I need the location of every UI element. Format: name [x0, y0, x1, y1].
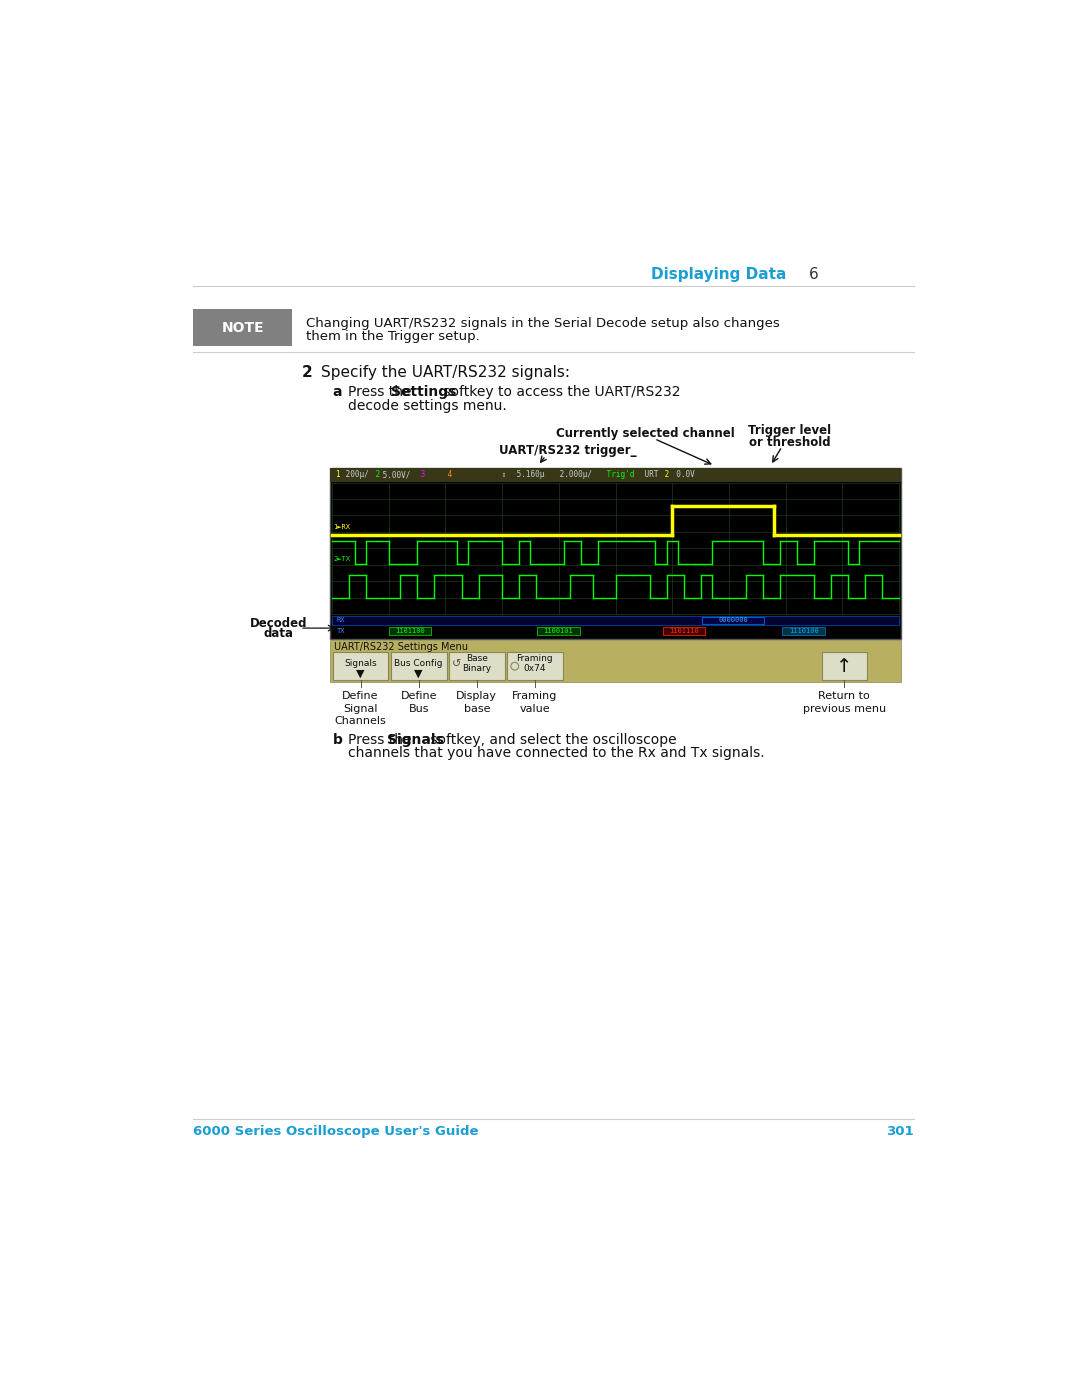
FancyBboxPatch shape — [333, 652, 389, 680]
Text: 2: 2 — [301, 365, 312, 380]
Text: 1101110: 1101110 — [670, 627, 699, 634]
Text: Define
Bus: Define Bus — [401, 692, 437, 714]
Text: 3: 3 — [416, 471, 424, 479]
FancyBboxPatch shape — [332, 616, 900, 624]
FancyBboxPatch shape — [330, 640, 901, 682]
Text: softkey to access the UART/RS232: softkey to access the UART/RS232 — [438, 384, 680, 398]
Text: 1101100: 1101100 — [395, 627, 426, 634]
FancyBboxPatch shape — [822, 652, 867, 680]
Text: Trigger level: Trigger level — [748, 425, 832, 437]
Text: Settings: Settings — [391, 384, 456, 398]
Text: Return to
previous menu: Return to previous menu — [802, 692, 886, 714]
Text: softkey, and select the oscilloscope: softkey, and select the oscilloscope — [427, 733, 677, 747]
Text: NOTE: NOTE — [221, 321, 264, 335]
FancyBboxPatch shape — [389, 627, 432, 636]
Text: UART/RS232 trigger_: UART/RS232 trigger_ — [499, 444, 637, 457]
Text: 5.160μ: 5.160μ — [512, 471, 544, 479]
FancyBboxPatch shape — [507, 652, 563, 680]
Text: 2.000μ/: 2.000μ/ — [555, 471, 592, 479]
Text: Signals: Signals — [387, 733, 444, 747]
Text: 1►RX: 1►RX — [334, 524, 350, 529]
Text: Trig'd: Trig'd — [602, 471, 634, 479]
Text: 2: 2 — [661, 471, 670, 479]
Text: Changing UART/RS232 signals in the Serial Decode setup also changes: Changing UART/RS232 signals in the Seria… — [306, 317, 780, 330]
Text: Bus Config: Bus Config — [394, 658, 443, 668]
Text: Framing
value: Framing value — [512, 692, 557, 714]
FancyBboxPatch shape — [702, 616, 765, 624]
Text: ⇕: ⇕ — [497, 471, 507, 479]
FancyBboxPatch shape — [193, 309, 293, 346]
Text: Framing
0x74: Framing 0x74 — [516, 654, 553, 673]
Text: 1: 1 — [335, 471, 339, 479]
Text: 6: 6 — [809, 267, 819, 282]
Text: Press the: Press the — [348, 733, 416, 747]
Text: 4: 4 — [443, 471, 451, 479]
Text: b: b — [333, 733, 342, 747]
Text: 2: 2 — [370, 471, 380, 479]
FancyBboxPatch shape — [330, 468, 901, 482]
Text: ▼: ▼ — [415, 668, 423, 679]
FancyBboxPatch shape — [663, 627, 705, 636]
Text: 1100101: 1100101 — [543, 627, 573, 634]
Text: ↑: ↑ — [836, 657, 853, 676]
Text: Specify the UART/RS232 signals:: Specify the UART/RS232 signals: — [321, 365, 570, 380]
Text: ↺: ↺ — [451, 658, 461, 669]
Text: Press the: Press the — [348, 384, 416, 398]
Text: 0000000: 0000000 — [718, 617, 748, 623]
Text: Currently selected channel: Currently selected channel — [555, 427, 734, 440]
Text: them in the Trigger setup.: them in the Trigger setup. — [306, 330, 480, 342]
Text: decode settings menu.: decode settings menu. — [348, 398, 507, 412]
Text: 301: 301 — [887, 1125, 914, 1139]
Text: URT: URT — [640, 471, 659, 479]
Text: Decoded: Decoded — [249, 617, 307, 630]
FancyBboxPatch shape — [391, 652, 446, 680]
Text: 2►TX: 2►TX — [334, 556, 350, 563]
Text: 5.00V/: 5.00V/ — [378, 471, 410, 479]
Text: or threshold: or threshold — [750, 436, 831, 448]
FancyBboxPatch shape — [782, 627, 825, 636]
FancyBboxPatch shape — [330, 468, 901, 638]
Text: TX: TX — [337, 627, 345, 634]
FancyBboxPatch shape — [537, 627, 580, 636]
Text: 0.0V: 0.0V — [667, 471, 696, 479]
Text: Base
Binary: Base Binary — [462, 654, 491, 673]
Text: Define
Signal
Channels: Define Signal Channels — [335, 692, 387, 726]
Text: Displaying Data: Displaying Data — [650, 267, 786, 282]
Text: Signals: Signals — [345, 658, 377, 668]
Text: RX: RX — [337, 617, 345, 623]
Text: Display
base: Display base — [456, 692, 497, 714]
Text: 6000 Series Oscilloscope User's Guide: 6000 Series Oscilloscope User's Guide — [193, 1125, 478, 1139]
Text: 200μ/: 200μ/ — [341, 471, 369, 479]
FancyBboxPatch shape — [449, 652, 504, 680]
Text: UART/RS232 Settings Menu: UART/RS232 Settings Menu — [334, 641, 468, 651]
Text: a: a — [333, 384, 342, 398]
Text: data: data — [264, 627, 294, 640]
Text: 1110100: 1110100 — [788, 627, 819, 634]
Text: channels that you have connected to the Rx and Tx signals.: channels that you have connected to the … — [348, 746, 765, 760]
Text: ▼: ▼ — [356, 668, 365, 679]
